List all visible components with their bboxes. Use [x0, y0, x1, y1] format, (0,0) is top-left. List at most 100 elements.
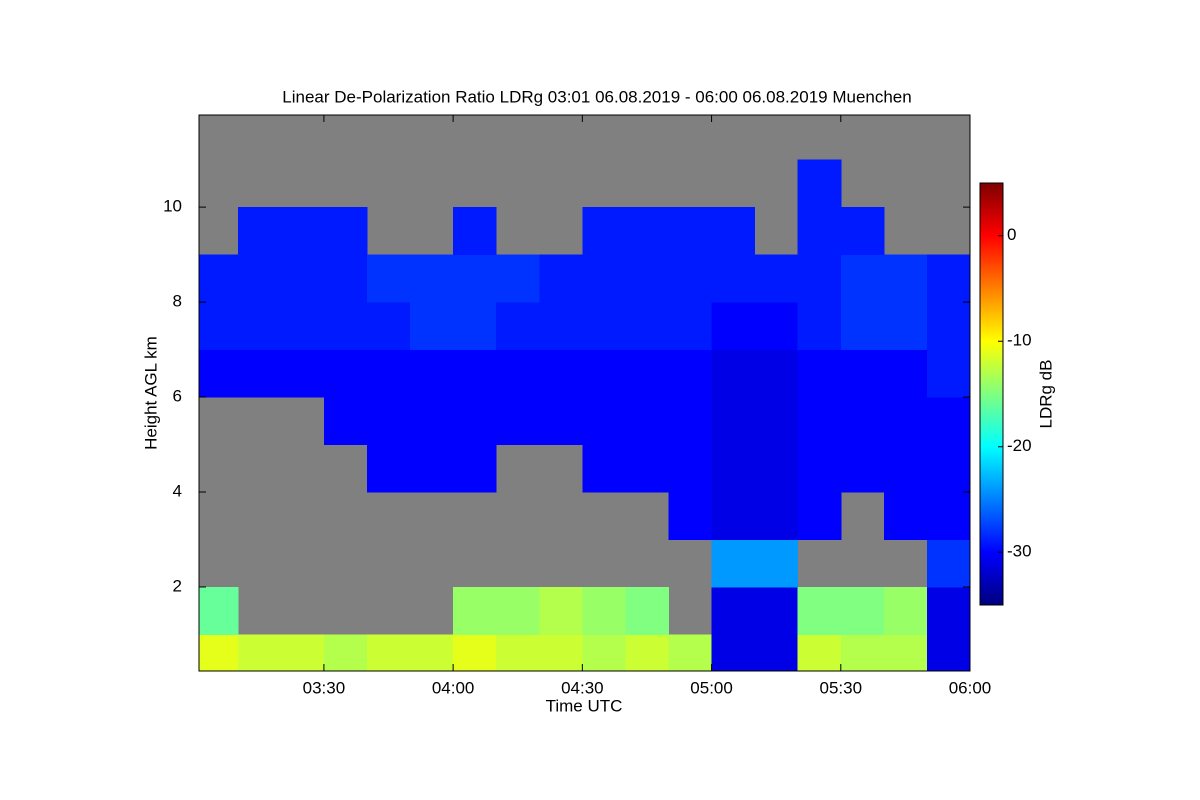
heatmap-cell — [410, 302, 454, 351]
heatmap-cell — [711, 491, 756, 540]
heatmap-cell — [754, 491, 799, 540]
heatmap-cell — [754, 302, 799, 351]
heatmap-cell — [797, 634, 842, 672]
heatmap-cell — [237, 302, 282, 351]
heatmap-cell — [280, 634, 325, 672]
heatmap-cell — [797, 491, 842, 540]
heatmap-cell — [323, 634, 368, 672]
y-tick-label: 2 — [173, 576, 182, 595]
heatmap-cell — [668, 207, 713, 256]
heatmap-cell — [539, 586, 583, 635]
heatmap-cell — [496, 302, 540, 351]
heatmap-cell — [582, 444, 626, 493]
heatmap-cell — [199, 634, 239, 672]
heatmap-cell — [883, 634, 928, 672]
heatmap-cell — [797, 444, 842, 493]
heatmap-cell — [366, 634, 411, 672]
heatmap-cell — [797, 159, 842, 208]
heatmap-cell — [625, 586, 669, 635]
heatmap-cell — [883, 349, 928, 398]
heatmap-cell — [410, 634, 454, 672]
x-axis-title: Time UTC — [546, 696, 623, 715]
heatmap-cell — [840, 634, 885, 672]
heatmap-cell — [453, 397, 497, 446]
heatmap-cell — [754, 634, 799, 672]
heatmap-cell — [926, 491, 971, 540]
heatmap-cell — [366, 302, 411, 351]
heatmap-cell — [199, 349, 239, 398]
y-tick-label: 4 — [173, 481, 182, 500]
heatmap-cell — [625, 302, 669, 351]
y-tick-label: 6 — [173, 387, 182, 406]
heatmap-cell — [926, 397, 971, 446]
heatmap-cell — [539, 302, 583, 351]
heatmap-cell — [366, 254, 411, 303]
heatmap-cell — [323, 254, 368, 303]
heatmap-cell — [711, 207, 756, 256]
heatmap-cell — [582, 586, 626, 635]
plot-frame — [198, 114, 971, 672]
heatmap-cell — [199, 302, 239, 351]
x-tick-label: 05:30 — [820, 678, 863, 697]
heatmap-cell — [668, 491, 713, 540]
heatmap-cell — [926, 254, 971, 303]
heatmap-cell — [668, 254, 713, 303]
heatmap-cell — [668, 349, 713, 398]
heatmap-cell — [711, 444, 756, 493]
heatmap-cell — [711, 397, 756, 446]
heatmap-cell — [883, 254, 928, 303]
heatmap-cell — [582, 397, 626, 446]
heatmap-cell — [625, 254, 669, 303]
x-tick-label: 06:00 — [949, 678, 992, 697]
heatmap-cell — [582, 302, 626, 351]
heatmap-cell — [840, 302, 885, 351]
y-tick-label: 8 — [173, 292, 182, 311]
heatmap-cell — [625, 444, 669, 493]
heatmap-cell — [453, 634, 497, 672]
heatmap-cell — [323, 349, 368, 398]
colorbar-tick-label: -30 — [1007, 542, 1032, 561]
heatmap-cell — [539, 254, 583, 303]
heatmap-cell — [840, 207, 885, 256]
heatmap-cell — [926, 444, 971, 493]
x-tick-label: 04:30 — [561, 678, 604, 697]
heatmap-cell — [280, 349, 325, 398]
heatmap-cell — [668, 397, 713, 446]
heatmap-cell — [237, 349, 282, 398]
heatmap-cell — [668, 302, 713, 351]
heatmap-cell — [453, 302, 497, 351]
y-tick-label: 10 — [163, 197, 182, 216]
colorbar-tick-label: 0 — [1007, 225, 1016, 244]
heatmap-cell — [883, 491, 928, 540]
heatmap-cell — [625, 349, 669, 398]
heatmap-cell — [754, 539, 799, 588]
heatmap-cell — [539, 397, 583, 446]
heatmap-cell — [754, 444, 799, 493]
heatmap-cell — [797, 349, 842, 398]
heatmap-cell — [625, 397, 669, 446]
x-tick-label: 04:00 — [432, 678, 475, 697]
heatmap-cell — [926, 349, 971, 398]
heatmap-cell — [883, 302, 928, 351]
heatmap-cell — [366, 349, 411, 398]
heatmap-cell — [496, 634, 540, 672]
heatmap-cell — [410, 254, 454, 303]
heatmap-cell — [410, 444, 454, 493]
heatmap-cell — [797, 586, 842, 635]
heatmap-cell — [237, 207, 282, 256]
colorbar-title: LDRg dB — [1036, 360, 1055, 429]
heatmap-cell — [926, 586, 971, 635]
heatmap-cell — [840, 397, 885, 446]
heatmap-cell — [668, 444, 713, 493]
heatmap-cell — [410, 397, 454, 446]
heatmap-cell — [711, 634, 756, 672]
heatmap-cell — [711, 539, 756, 588]
heatmap-cell — [453, 586, 497, 635]
heatmap-cell — [840, 444, 885, 493]
heatmap-cell — [453, 207, 497, 256]
heatmap-cell — [797, 254, 842, 303]
heatmap-cell — [711, 302, 756, 351]
heatmap-cell — [754, 397, 799, 446]
y-axis-title: Height AGL km — [141, 336, 160, 450]
